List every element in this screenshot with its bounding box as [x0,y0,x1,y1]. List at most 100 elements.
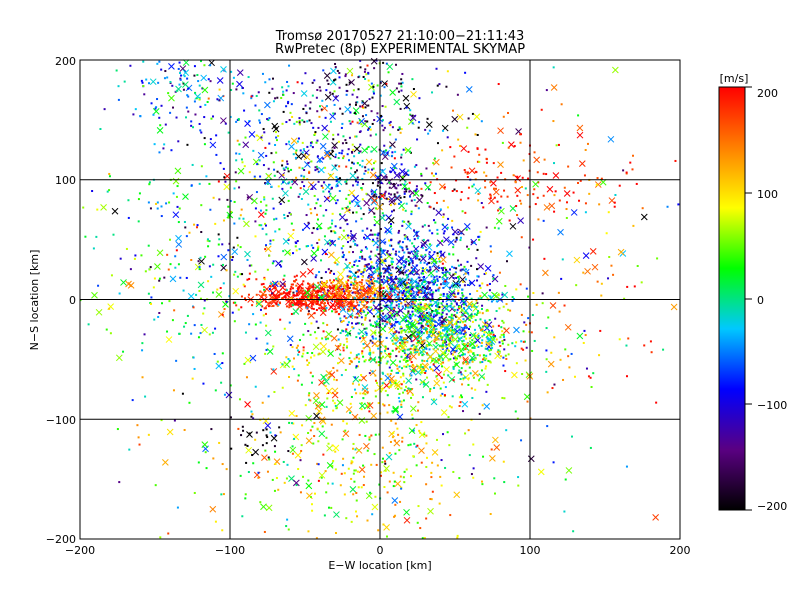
data-point-dot [345,266,348,269]
data-point-dot [294,294,297,297]
data-point-dot [418,314,421,317]
data-point-dot [384,389,387,392]
data-point-dot [400,405,403,408]
data-point-dot [233,200,236,203]
data-point-cross [172,211,180,219]
data-point-cross [387,216,395,224]
data-point-dot [366,519,369,522]
data-point-dot [192,356,195,359]
data-point-dot [403,192,406,195]
data-point-dot [380,377,383,380]
data-point-dot [174,266,177,269]
data-point-dot [373,193,376,196]
data-point-dot [356,121,359,124]
data-point-cross [327,172,335,180]
data-point-dot [240,306,243,309]
data-point-dot [335,202,338,205]
data-point-dot [207,280,210,283]
data-point-cross [471,370,479,377]
data-point-dot [269,431,272,434]
data-point-dot [533,188,536,191]
data-point-dot [455,238,458,241]
data-point-cross [237,167,245,175]
data-point-dot [244,297,247,300]
data-point-cross [533,156,541,164]
data-point-dot [265,434,268,437]
data-point-dot [400,153,403,156]
data-point-dot [259,200,262,203]
data-point-dot [327,337,330,340]
data-point-dot [172,389,175,392]
data-point-dot [327,82,330,85]
data-point-dot [452,349,455,352]
data-point-dot [471,346,474,349]
data-point-dot [329,279,332,282]
data-point-dot [306,306,309,309]
data-point-dot [274,462,277,465]
data-point-dot [506,195,509,198]
data-point-dot [382,457,385,460]
data-point-dot [351,300,354,303]
data-point-dot [507,343,510,346]
data-point-dot [259,121,262,124]
data-point-dot [380,287,383,290]
data-point-dot [369,323,372,326]
data-point-dot [190,184,193,187]
data-point-dot [218,441,221,444]
data-point-dot [464,326,467,329]
data-point-dot [460,191,463,194]
data-point-dot [405,468,408,471]
data-point-dot [443,322,446,325]
data-point-dot [394,150,397,153]
data-point-dot [372,301,375,304]
data-point-dot [432,315,435,318]
data-point-dot [223,393,226,396]
data-point-dot [212,457,215,460]
data-point-dot [325,105,328,108]
data-point-cross [403,516,411,524]
data-point-dot [278,293,281,296]
data-point-dot [323,302,326,305]
data-point-dot [302,297,305,300]
data-point-dot [389,204,392,207]
data-point-dot [479,286,482,289]
y-tick-label: 100 [55,174,76,187]
data-point-dot [547,316,550,319]
data-point-dot [405,260,408,263]
data-point-cross [344,106,352,113]
data-point-dot [468,337,471,340]
data-point-dot [391,339,394,342]
data-point-cross [349,234,357,242]
data-point-dot [472,358,475,361]
data-point-cross [489,455,496,462]
data-point-dot [417,291,420,294]
data-point-dot [273,282,276,285]
data-point-dot [342,420,345,423]
data-point-dot [265,442,268,445]
data-point-dot [348,251,351,254]
data-point-dot [398,126,401,129]
data-point-dot [332,286,335,289]
data-point-dot [229,416,232,419]
data-point-dot [515,341,518,344]
data-point-cross [403,102,411,110]
data-point-dot [291,180,294,183]
data-point-dot [448,253,451,256]
data-point-dot [443,340,446,343]
data-point-dot [323,305,326,308]
data-point-dot [441,358,444,361]
data-point-dot [293,122,296,125]
data-point-dot [194,113,197,116]
data-point-dot [415,284,418,287]
data-point-dot [485,158,488,161]
data-point-dot [504,284,507,287]
data-point-dot [297,468,300,471]
data-point-dot [275,477,278,480]
data-point-dot [389,146,392,149]
data-point-dot [422,380,425,383]
data-point-dot [295,149,298,152]
data-point-dot [495,338,498,341]
data-point-cross [433,379,441,387]
data-point-dot [330,187,333,190]
data-point-dot [421,255,424,258]
